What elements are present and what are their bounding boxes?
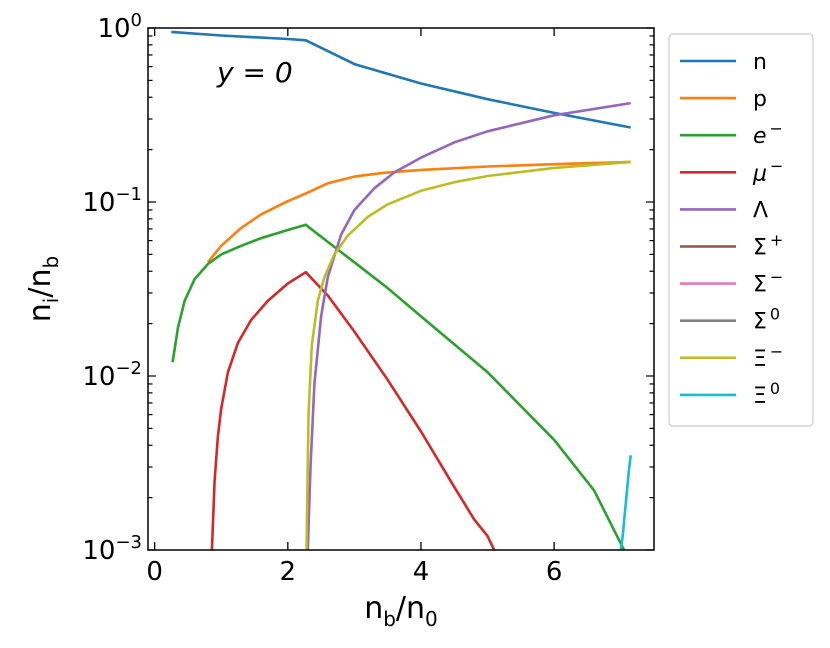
legend-label-3: μ − <box>752 156 783 186</box>
y-tick-label-2: 10−1 <box>82 184 142 218</box>
legend-label-0: n <box>753 50 767 75</box>
tick-labels-layer: 0 2 4 6 10−3 10−2 10−1 100 <box>82 10 562 587</box>
ticks-layer <box>148 27 654 551</box>
series-line-3 <box>210 270 496 550</box>
series-line-8 <box>305 160 631 550</box>
series-layer <box>171 30 632 550</box>
y-tick-label-3: 100 <box>97 10 142 44</box>
x-tick-label-2: 4 <box>413 557 430 587</box>
y-tick-label-0: 10−3 <box>82 532 142 566</box>
legend-label-8: Ξ − <box>753 342 783 372</box>
annotation-y-equals-0: y = 0 <box>216 56 293 89</box>
x-axis-label: nb/n0 <box>364 591 438 631</box>
legend-label-6: Σ − <box>753 268 783 298</box>
legend-label-4: Λ <box>753 198 768 223</box>
y-tick-label-1: 10−2 <box>82 358 142 392</box>
series-line-1 <box>206 160 631 264</box>
legend-box <box>668 33 814 427</box>
series-line-4 <box>306 101 631 550</box>
legend-label-5: Σ + <box>753 231 783 261</box>
legend: np e − μ − Λ Σ + Σ − Σ 0 Ξ − Ξ 0 <box>668 33 814 427</box>
legend-label-2: e − <box>753 119 783 149</box>
x-tick-label-3: 6 <box>546 557 563 587</box>
y-axis-label: ni/nb <box>23 256 63 322</box>
series-line-9 <box>619 455 632 550</box>
plot-frame <box>147 27 655 551</box>
legend-items: np e − μ − Λ Σ + Σ − Σ 0 Ξ − Ξ 0 <box>680 50 783 409</box>
series-line-2 <box>171 223 626 550</box>
x-tick-label-1: 2 <box>280 557 297 587</box>
x-tick-label-0: 0 <box>146 557 163 587</box>
series-line-0 <box>171 30 631 129</box>
legend-label-1: p <box>753 87 767 112</box>
